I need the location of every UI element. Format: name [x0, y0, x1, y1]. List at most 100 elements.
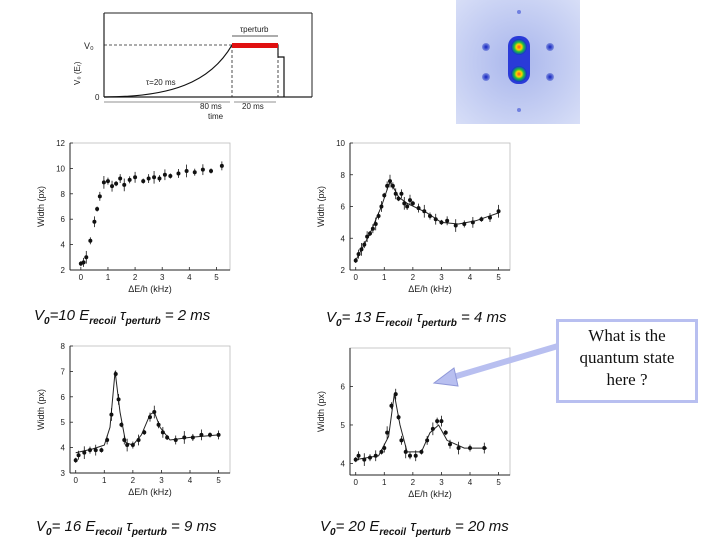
- timing-perturb-label: τperturb: [240, 25, 269, 34]
- data-point: [122, 437, 127, 442]
- data-point: [448, 442, 452, 447]
- data-point: [122, 182, 127, 187]
- x-tick-label: 3: [439, 273, 444, 282]
- side-peak-top-left: [482, 43, 490, 51]
- data-point: [373, 453, 378, 458]
- y-tick-label: 10: [56, 164, 65, 173]
- data-point: [82, 450, 87, 455]
- timing-ramp-label: 80 ms: [200, 102, 222, 111]
- data-point: [496, 209, 501, 214]
- data-point: [84, 255, 89, 260]
- data-point: [376, 214, 381, 219]
- data-point: [393, 392, 398, 397]
- x-axis-label: ΔE/h (kHz): [408, 284, 452, 294]
- data-point: [216, 432, 221, 437]
- data-point: [422, 209, 427, 214]
- data-point: [200, 167, 205, 172]
- data-point: [470, 220, 475, 225]
- data-point: [209, 168, 214, 173]
- plot-frame: [69, 142, 231, 271]
- x-tick-label: 4: [187, 273, 192, 282]
- data-point: [157, 176, 162, 181]
- data-point: [399, 438, 404, 443]
- timing-v0-label: V₀: [84, 41, 94, 51]
- data-point: [105, 179, 110, 184]
- y-axis-label: Width (px): [36, 389, 46, 430]
- data-point: [93, 448, 98, 453]
- data-point: [479, 217, 484, 222]
- x-tick-label: 3: [160, 273, 165, 282]
- data-point: [388, 179, 392, 184]
- data-point: [373, 221, 378, 226]
- data-point: [110, 184, 115, 189]
- ramp-curve: [103, 44, 285, 98]
- data-point: [168, 174, 173, 179]
- data-point: [399, 191, 404, 196]
- data-point: [176, 171, 181, 176]
- y-tick-label: 3: [61, 469, 66, 478]
- x-tick-label: 4: [188, 476, 193, 485]
- data-point: [365, 234, 370, 239]
- data-point: [405, 204, 410, 209]
- data-point: [109, 412, 114, 417]
- data-point: [156, 422, 161, 427]
- data-point: [190, 435, 195, 440]
- data-point: [116, 397, 121, 402]
- data-point: [152, 410, 157, 415]
- data-point: [379, 204, 384, 209]
- data-point: [439, 220, 444, 225]
- data-point: [385, 183, 390, 188]
- data-point: [379, 449, 384, 454]
- data-point: [433, 217, 438, 222]
- data-point: [73, 458, 78, 463]
- caption-plot-2: V0= 13 Erecoil τperturb = 4 ms: [326, 309, 507, 329]
- x-tick-label: 0: [79, 273, 84, 282]
- data-point: [133, 175, 138, 180]
- x-tick-label: 1: [106, 273, 111, 282]
- timing-xlabel: time: [208, 112, 224, 121]
- data-point: [416, 206, 421, 211]
- y-tick-label: 8: [61, 190, 66, 199]
- data-point: [148, 415, 152, 420]
- y-tick-label: 6: [61, 215, 66, 224]
- y-tick-label: 10: [336, 139, 345, 148]
- data-point: [101, 180, 106, 185]
- x-tick-label: 2: [133, 273, 138, 282]
- timing-diagram: V₀ 0 V₀ (Eᵣ) τperturb τ=20 ms 80 ms 20 m…: [73, 12, 313, 121]
- plot-frame: [69, 345, 231, 474]
- side-peak-top-right: [546, 43, 554, 51]
- x-tick-label: 0: [353, 273, 358, 282]
- x-axis-label: ΔE/h (kHz): [128, 487, 172, 497]
- data-point: [382, 193, 387, 198]
- data-point: [199, 432, 204, 437]
- absorption-image: [456, 0, 580, 124]
- data-point: [396, 415, 401, 420]
- data-point: [385, 430, 390, 435]
- data-point: [356, 252, 361, 257]
- plot-2: 0 1 2 3 4 5 2 4 6 8 10 ΔE/h (kHz) Width (px): [316, 139, 511, 294]
- data-point: [482, 446, 487, 451]
- x-axis-label: ΔE/h (kHz): [128, 284, 172, 294]
- data-point: [419, 449, 424, 454]
- y-tick-label: 8: [341, 171, 346, 180]
- data-point: [453, 223, 458, 228]
- data-point: [382, 446, 387, 451]
- data-point: [445, 218, 450, 223]
- data-point: [408, 453, 412, 458]
- data-point: [408, 198, 412, 203]
- data-point: [428, 214, 432, 219]
- plot-frame: [349, 142, 511, 271]
- x-tick-label: 2: [131, 476, 136, 485]
- data-point: [368, 231, 372, 236]
- data-point: [219, 163, 224, 168]
- data-point: [413, 453, 418, 458]
- data-point: [403, 449, 408, 454]
- y-axis-label: Width (px): [316, 186, 326, 227]
- data-point: [88, 448, 92, 453]
- y-tick-label: 4: [341, 234, 346, 243]
- data-point: [389, 403, 394, 408]
- data-point: [192, 170, 197, 175]
- data-point: [97, 194, 102, 199]
- timing-hold-label: 20 ms: [242, 102, 264, 111]
- data-point: [130, 443, 135, 448]
